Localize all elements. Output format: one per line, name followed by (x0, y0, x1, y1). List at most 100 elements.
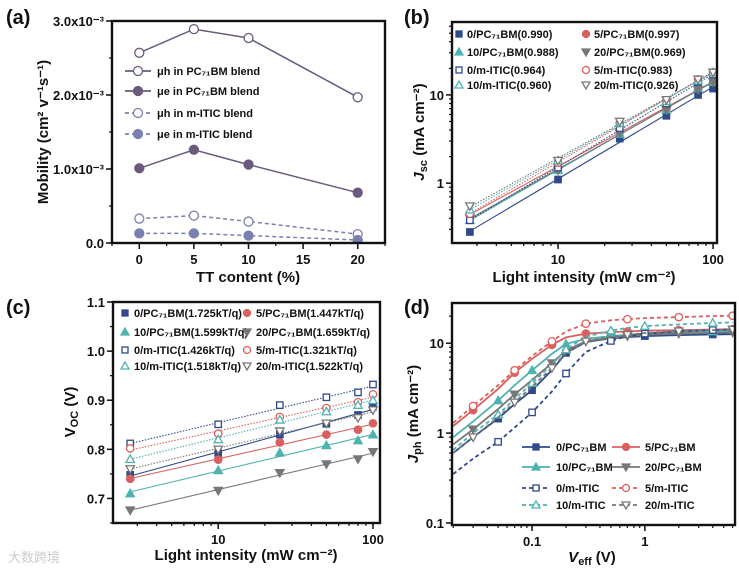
data-point (275, 438, 285, 447)
legend-label: 0/m-ITIC (556, 483, 599, 495)
series-2 (465, 77, 717, 219)
data-point (492, 395, 504, 405)
series-3 (124, 429, 379, 498)
legend-marker (455, 66, 463, 74)
data-point (352, 399, 364, 409)
legend-entry: 5/m-ITIC(0.983) (581, 65, 673, 77)
data-point (466, 228, 474, 236)
legend-label: 0/PC₇₁BM(0.990) (467, 29, 553, 41)
legend-label: 5/m-ITIC(0.983) (594, 65, 673, 77)
legend-entry: 5/m-ITIC (612, 483, 688, 495)
legend-label: 0/PC₇₁BM (556, 442, 607, 454)
legend-entry: μe in PC₇₁BM blend (125, 85, 259, 98)
data-point (562, 369, 570, 378)
legend-marker (581, 65, 591, 75)
legend-entry: 0/m-ITIC(0.964) (455, 65, 546, 77)
legend-marker (620, 463, 632, 473)
legend-marker (242, 308, 252, 318)
data-point (124, 453, 136, 464)
data-point (124, 488, 136, 498)
legend-label: 10/PC₇₁BM(0.988) (467, 47, 559, 59)
legend-entry: 10/PC₇₁BM(1.599kT/q) (119, 326, 248, 339)
data-point (322, 430, 331, 439)
data-point (321, 419, 332, 429)
data-point (212, 486, 224, 497)
data-point (367, 447, 379, 458)
legend: μh in PC₇₁BM blend μe in PC₇₁BM blend μh i… (125, 65, 260, 141)
legend-entry: 5/PC₇₁BM (612, 442, 696, 454)
data-point (134, 47, 145, 58)
series-2 (125, 418, 378, 484)
legend-label: 5/PC₇₁BM (645, 442, 696, 454)
data-point (212, 433, 224, 444)
fit-line (130, 385, 374, 445)
legend-entry: 20/m-ITIC(0.926) (580, 80, 679, 92)
x-axis-title-c: Light intensity (mW cm⁻²) (155, 547, 338, 564)
y-title-sub-c: OC (69, 411, 81, 428)
data-point (607, 337, 615, 345)
x-tick-label: 10 (551, 252, 565, 267)
y-title-main-c: V (62, 427, 79, 437)
data-point (707, 317, 719, 327)
data-point (243, 32, 254, 44)
legend-entry: 0/PC₇₁BM (522, 442, 607, 454)
fit-line (469, 81, 714, 220)
x-title-main-d: V (568, 549, 580, 566)
legend-marker (241, 328, 253, 338)
legend-marker (121, 346, 129, 354)
legend-label: 0/m-ITIC(0.964) (467, 65, 546, 77)
series-line (139, 232, 358, 241)
fit-line (130, 399, 374, 460)
data-point (673, 327, 685, 337)
y-axis-title-c: VOC (V) (62, 387, 81, 438)
y-title-main-d: J (405, 454, 422, 463)
series-line (139, 214, 358, 235)
legend-label: 5/PC₇₁BM(0.997) (594, 29, 680, 41)
data-point (352, 234, 363, 243)
plots-layer: 0 5 10 15 20 0.0 1.0x10⁻³ 2.0x10⁻³ 3.0x10⁻³ μh in… (53, 14, 737, 549)
y-axis-title-d: Jph (mA cm⁻²) (405, 365, 424, 463)
data-point (274, 469, 286, 479)
x-tick-label: 100 (362, 532, 384, 547)
data-point (243, 230, 254, 241)
panel-label-c: (c) (6, 297, 30, 319)
legend-marker (620, 501, 632, 511)
data-point (369, 380, 377, 389)
data-point (134, 163, 145, 174)
legend-label: 5/m-ITIC (645, 483, 688, 495)
data-point (526, 364, 538, 375)
y-tick-label: 3.0x10⁻³ (53, 14, 105, 29)
y-tick-label: 10 (430, 336, 444, 351)
legend-label: 20/PC₇₁BM(0.969) (594, 47, 686, 59)
series-4 (134, 228, 363, 243)
data-point (692, 75, 704, 85)
legend-entry: 5/PC₇₁BM(0.997) (581, 29, 680, 41)
data-point (552, 156, 564, 167)
x-tick-label: 1 (641, 534, 648, 549)
y-title-sub-b: sc (418, 160, 430, 172)
data-point (367, 429, 379, 439)
legend-marker (532, 484, 540, 492)
data-point (274, 427, 286, 437)
data-point (243, 216, 254, 227)
legend-label: μe in m-ITIC blend (157, 129, 252, 141)
y-tick-label: 2.0x10⁻³ (53, 88, 105, 103)
series-8 (464, 68, 717, 212)
legend-label: 10/m-ITIC(0.960) (467, 80, 552, 92)
legend-marker (121, 309, 129, 317)
panel-c: 10 100 0.7 0.8 0.9 1.0 1.1 0/PC₇₁BM(1.725kT/q) 5… (87, 295, 384, 547)
x-tick-label: 100 (702, 252, 724, 267)
series-1 (466, 84, 717, 236)
data-point (368, 418, 378, 428)
legend-marker (530, 499, 542, 509)
fit-line (469, 71, 714, 214)
fit-line (130, 411, 374, 470)
y-title-rest-d: (mA cm⁻²) (405, 365, 422, 442)
data-point (674, 312, 684, 322)
y-title-rest-b: (mA cm⁻²) (411, 83, 428, 160)
series-line (139, 149, 358, 194)
x-title-rest-d: (V) (592, 549, 616, 566)
x-axis-title-d: Veff (V) (568, 549, 616, 568)
data-point (354, 388, 362, 397)
data-point (707, 68, 717, 78)
